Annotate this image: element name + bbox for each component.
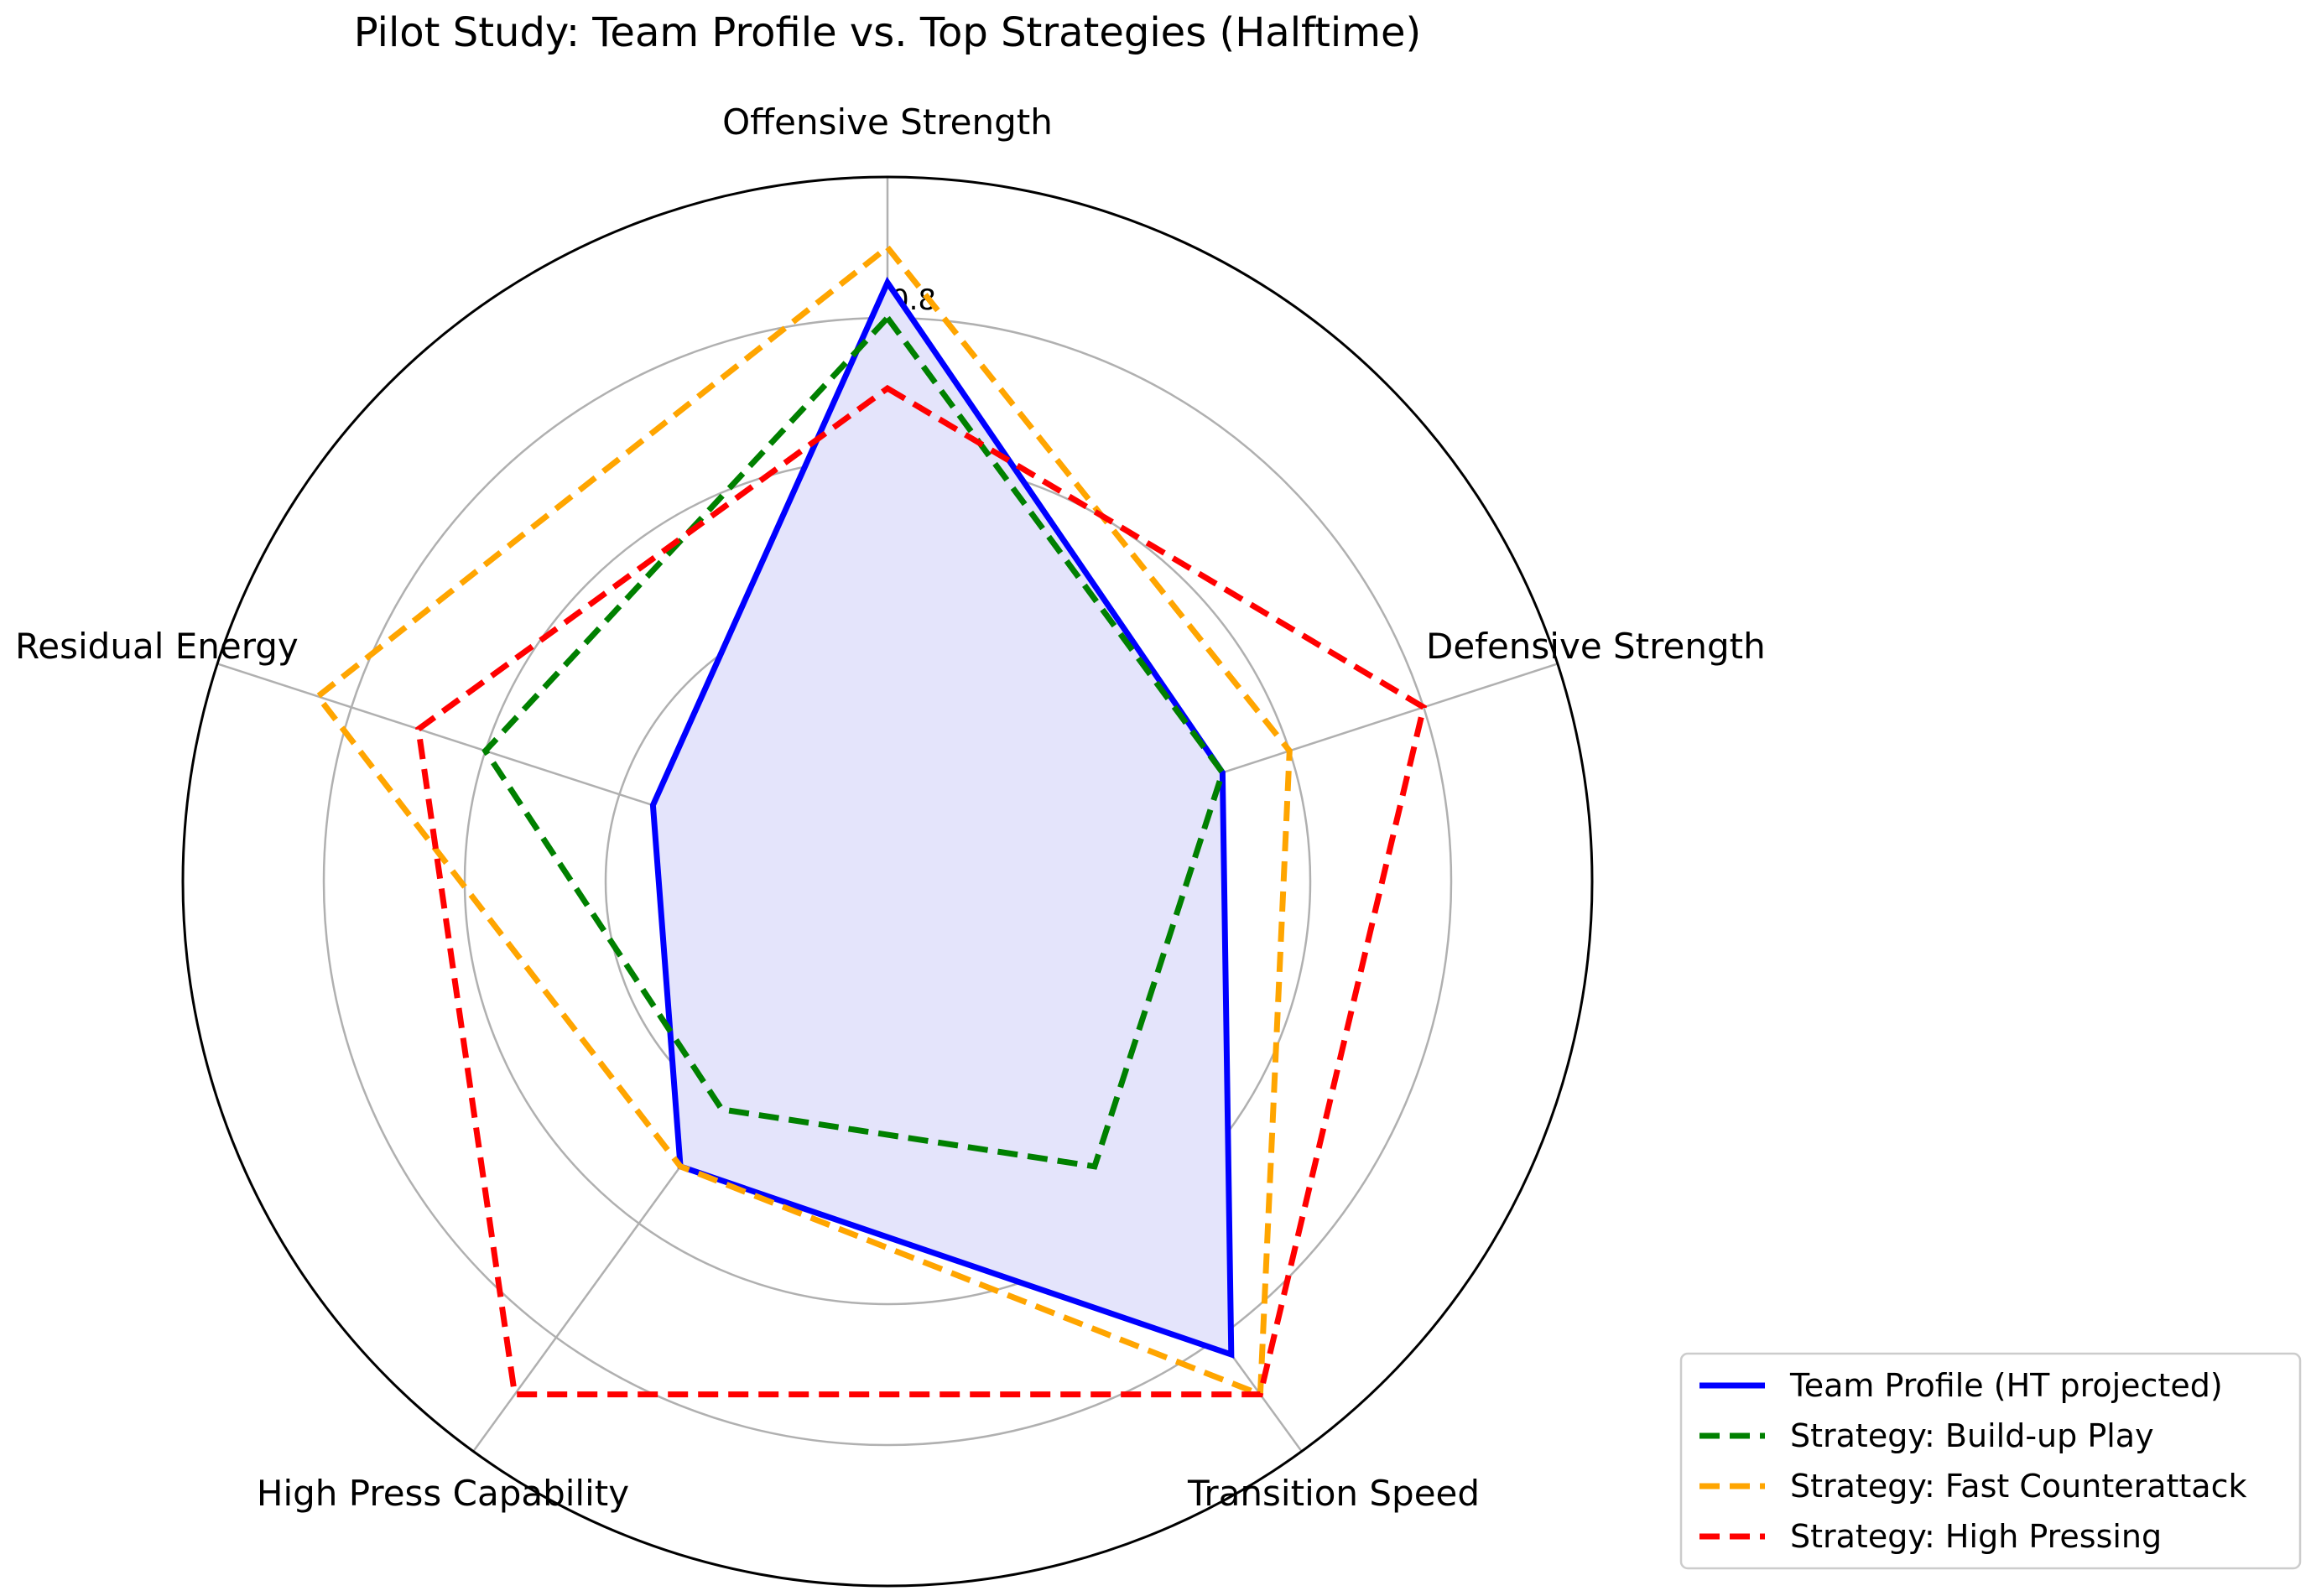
legend-box [1679,1352,2302,1570]
axis-label-4: Residual Energy [15,626,299,667]
legend-label-2: Strategy: Fast Counterattack [1790,1468,2247,1505]
axis-label-3: High Press Capability [257,1473,629,1514]
axis-label-1: Defensive Strength [1426,626,1766,667]
series-line-1 [481,313,1226,1170]
series-line-3 [415,384,1428,1398]
legend-label-1: Strategy: Build-up Play [1790,1417,2154,1454]
outer-frame [181,175,1594,1588]
legend: Team Profile (HT projected) Strategy: Bui… [1679,1352,2302,1570]
axis-label-0: Offensive Strength [722,101,1053,143]
legend-label-0: Team Profile (HT projected) [1789,1367,2223,1404]
chart-title: Pilot Study: Team Profile vs. Top Strate… [354,9,1422,56]
axis-labels: Offensive Strength Defensive Strength Tran… [15,101,1766,1514]
axis-label-2: Transition Speed [1187,1473,1480,1514]
series-line-0 [649,276,1235,1359]
series-fill-0 [653,283,1231,1354]
radar-series [314,243,1428,1399]
legend-label-3: Strategy: High Pressing [1790,1518,2162,1555]
